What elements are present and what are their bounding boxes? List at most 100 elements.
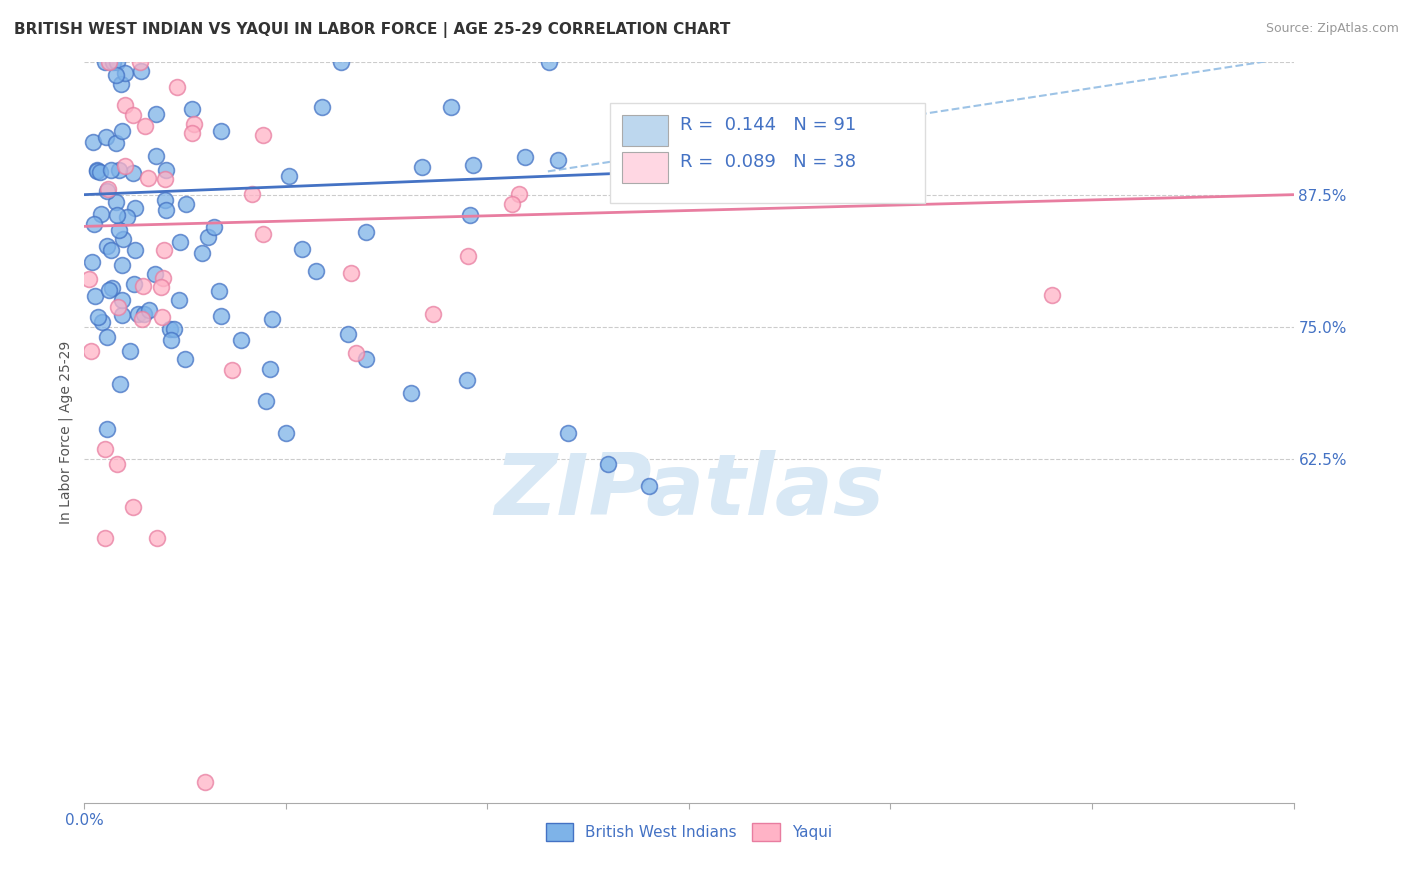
Point (80, 344, 103, 359)
Point (110, 77, 132, 91)
Point (508, 186, 530, 201)
Point (209, 310, 232, 324)
Point (159, 322, 181, 336)
Point (105, 55, 128, 70)
Point (169, 235, 191, 249)
Point (105, 458, 128, 472)
Point (86, 164, 108, 178)
Point (77, 272, 100, 286)
Point (208, 284, 231, 298)
Point (105, 208, 128, 222)
Point (547, 153, 569, 167)
Point (254, 393, 277, 408)
Point (152, 271, 174, 285)
Point (209, 124, 232, 138)
Point (121, 108, 143, 122)
Point (114, 97, 136, 112)
Point (82, 255, 104, 269)
Point (160, 333, 183, 347)
Point (174, 197, 197, 211)
Point (93, 55, 115, 70)
Point (183, 117, 205, 131)
Point (136, 171, 159, 186)
Point (90, 315, 112, 329)
Point (97, 55, 120, 70)
Point (259, 362, 281, 376)
Point (114, 159, 136, 173)
Y-axis label: In Labor Force | Age 25-29: In Labor Force | Age 25-29 (59, 341, 73, 524)
Point (110, 258, 132, 272)
Point (356, 351, 378, 366)
Point (89, 164, 111, 178)
Point (104, 136, 127, 150)
Point (145, 107, 167, 121)
Point (93, 442, 115, 456)
Point (311, 100, 333, 114)
Point (155, 193, 177, 207)
Point (339, 266, 361, 280)
Legend: British West Indians, Yaqui: British West Indians, Yaqui (540, 817, 838, 847)
Point (127, 308, 149, 322)
Point (329, 55, 352, 70)
Point (100, 243, 122, 257)
Point (356, 225, 378, 239)
Point (114, 66, 136, 80)
Point (96, 422, 118, 436)
Point (513, 150, 536, 164)
Point (150, 279, 173, 293)
Point (93, 532, 115, 546)
Point (240, 186, 263, 201)
Point (598, 458, 620, 472)
Text: ZIPatlas: ZIPatlas (494, 450, 884, 533)
Point (278, 169, 301, 183)
Point (181, 126, 204, 140)
Point (122, 166, 145, 180)
Point (83, 289, 105, 303)
Point (344, 346, 367, 360)
Point (537, 55, 560, 70)
Point (150, 310, 173, 324)
Point (155, 163, 177, 178)
Point (108, 377, 131, 392)
Text: BRITISH WEST INDIAN VS YAQUI IN LABOR FORCE | AGE 25-29 CORRELATION CHART: BRITISH WEST INDIAN VS YAQUI IN LABOR FO… (14, 22, 731, 38)
Point (399, 386, 422, 401)
Point (252, 128, 274, 142)
Point (94, 130, 117, 145)
Point (194, 774, 217, 789)
Point (131, 312, 153, 326)
Point (181, 102, 204, 116)
Point (96, 184, 118, 198)
Point (131, 278, 153, 293)
Point (111, 124, 134, 138)
Point (120, 343, 142, 358)
Point (86, 163, 108, 178)
Point (97, 283, 120, 297)
Point (166, 80, 188, 95)
Point (121, 500, 143, 514)
FancyBboxPatch shape (623, 115, 668, 146)
Point (105, 68, 128, 82)
Point (124, 243, 146, 257)
Point (96, 239, 118, 253)
Point (291, 242, 314, 256)
Point (501, 196, 523, 211)
Point (107, 300, 129, 314)
Point (100, 163, 122, 178)
Point (138, 303, 160, 318)
Point (124, 202, 146, 216)
Point (132, 307, 155, 321)
FancyBboxPatch shape (623, 152, 668, 183)
Point (336, 327, 359, 342)
Point (274, 425, 297, 440)
Point (100, 280, 122, 294)
Point (456, 373, 478, 387)
Text: Source: ZipAtlas.com: Source: ZipAtlas.com (1265, 22, 1399, 36)
Point (90, 207, 112, 221)
Point (97, 182, 120, 196)
Point (440, 101, 463, 115)
Point (87, 310, 110, 324)
Point (422, 307, 444, 321)
Point (191, 245, 214, 260)
Point (111, 293, 134, 307)
Point (101, 55, 124, 70)
